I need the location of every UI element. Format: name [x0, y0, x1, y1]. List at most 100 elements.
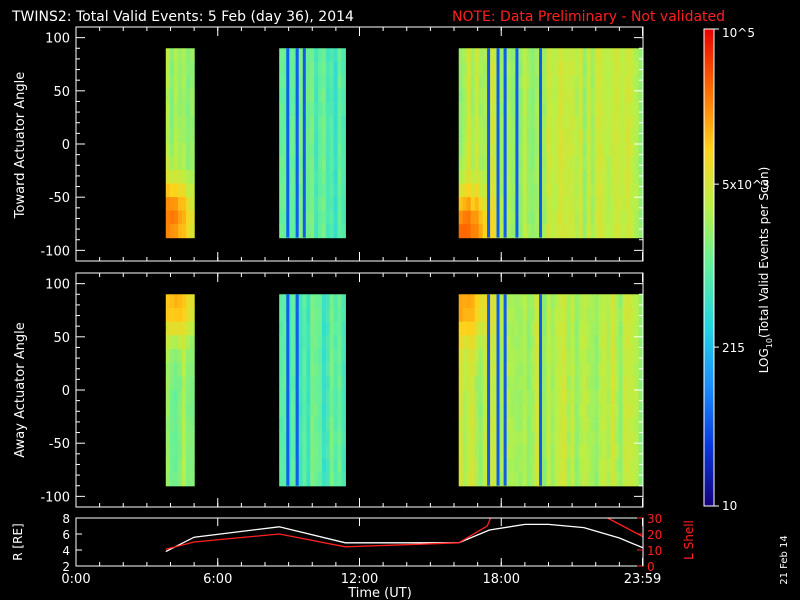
heatmap-cell — [638, 417, 644, 432]
heatmap-cell — [562, 169, 568, 185]
heatmap-cell — [310, 75, 315, 90]
heatmap-cell — [578, 156, 584, 171]
heatmap-cell — [602, 431, 608, 446]
heatmap-cell — [562, 348, 568, 364]
heatmap-cell — [630, 294, 636, 309]
heatmap-cell — [630, 362, 636, 377]
heatmap-cell — [325, 294, 331, 309]
heatmap-cell — [290, 431, 296, 446]
heatmap-cell — [314, 307, 319, 323]
heatmap-cell — [310, 142, 315, 158]
heatmap-cell — [622, 75, 628, 90]
heatmap-cell — [506, 75, 512, 90]
heatmap-cell — [590, 472, 596, 487]
heatmap-cell — [578, 307, 584, 323]
heatmap-cell — [518, 48, 524, 63]
heatmap-cell — [306, 458, 311, 473]
heatmap-cell — [526, 48, 532, 63]
heatmap-cell — [318, 88, 323, 103]
heatmap-cell — [169, 376, 175, 391]
heatmap-cell — [310, 210, 315, 225]
heatmap-cell — [290, 102, 296, 117]
heatmap-cell — [458, 197, 464, 212]
heatmap-cell — [318, 115, 323, 131]
heatmap-cell — [602, 417, 608, 432]
heatmap-cell — [490, 472, 496, 487]
heatmap-cell — [490, 156, 496, 171]
heatmap-cell — [554, 115, 560, 131]
heatmap-cell — [566, 88, 572, 103]
heatmap-cell — [542, 390, 548, 405]
orbit-right-ylabel: L Shell — [682, 520, 696, 560]
heatmap-cell — [482, 88, 488, 103]
heatmap-cell — [554, 48, 560, 63]
heatmap-cell — [598, 156, 604, 171]
heatmap-cell — [534, 472, 540, 487]
heatmap-cell — [498, 376, 504, 391]
heatmap-cell — [562, 156, 568, 171]
heatmap-cell — [466, 431, 472, 446]
heatmap-cell — [626, 102, 632, 117]
heatmap-cell — [333, 61, 339, 76]
heatmap-cell — [574, 142, 580, 158]
heatmap-cell — [586, 61, 592, 76]
heatmap-cell — [546, 197, 552, 212]
heatmap-cell — [534, 431, 540, 446]
heatmap-cell — [458, 444, 464, 459]
heatmap-cell — [333, 335, 339, 350]
heatmap-cell — [490, 294, 496, 309]
heatmap-cell — [314, 75, 319, 90]
heatmap-cell — [186, 348, 191, 364]
heatmap-cell — [177, 224, 183, 239]
heatmap-cell — [562, 197, 568, 212]
heatmap-cell — [482, 183, 488, 198]
heatmap-cell — [186, 88, 191, 103]
heatmap-cell — [602, 61, 608, 76]
heatmap-cell — [321, 115, 327, 131]
heatmap-cell — [466, 390, 472, 405]
heatmap-cell — [566, 48, 572, 63]
heatmap-cell — [279, 156, 284, 171]
heatmap-cell — [638, 294, 644, 309]
heatmap-cell — [290, 210, 296, 225]
heatmap-cell — [574, 115, 580, 131]
heatmap-cell — [169, 472, 175, 487]
heatmap-cell — [321, 197, 327, 212]
heatmap-cell — [498, 348, 504, 364]
heatmap-cell — [634, 362, 640, 377]
heatmap-cell — [598, 431, 604, 446]
heatmap-cell — [177, 156, 183, 171]
heatmap-cell — [542, 48, 548, 63]
heatmap-cell — [570, 88, 576, 103]
heatmap-cell — [526, 224, 532, 239]
heatmap-cell — [458, 88, 464, 103]
heatmap-cell — [186, 115, 191, 131]
heatmap-cell — [546, 321, 552, 336]
heatmap-cell — [186, 335, 191, 350]
heatmap-cell — [534, 61, 540, 76]
y-tick-label: 2 — [62, 560, 70, 574]
heatmap-cell — [634, 183, 640, 198]
heatmap-cell — [542, 156, 548, 171]
heatmap-cell — [566, 102, 572, 117]
heatmap-cell — [582, 321, 588, 336]
heatmap-cell — [458, 362, 464, 377]
heatmap-cell — [490, 335, 496, 350]
heatmap-cell — [186, 390, 191, 405]
heatmap-cell — [514, 458, 520, 473]
heatmap-cell — [173, 75, 179, 90]
heatmap-cell — [283, 472, 288, 487]
heatmap-cell — [173, 390, 179, 405]
lshell-line — [607, 517, 643, 537]
heatmap-cell — [314, 102, 319, 117]
heatmap-cell — [622, 129, 628, 144]
heatmap-cell — [570, 75, 576, 90]
heatmap-cell — [165, 156, 171, 171]
heatmap-cell — [518, 362, 524, 377]
heatmap-cell — [542, 61, 548, 76]
heatmap-cell — [283, 431, 288, 446]
heatmap-cell — [318, 142, 323, 158]
heatmap-cell — [578, 390, 584, 405]
heatmap-cell — [279, 61, 284, 76]
heatmap-cell — [630, 390, 636, 405]
